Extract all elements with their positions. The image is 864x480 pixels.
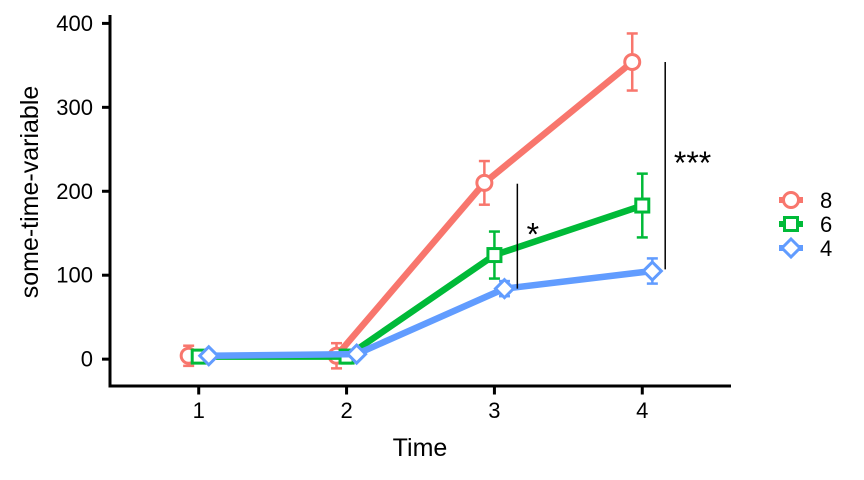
legend-label-6: 6 <box>820 212 832 237</box>
data-point-4-3 <box>493 277 516 300</box>
legend-label-4: 4 <box>820 236 832 261</box>
y-tick-label-100: 100 <box>56 263 93 288</box>
data-point-4-1 <box>197 344 220 367</box>
y-tick-label-0: 0 <box>81 347 93 372</box>
data-point-8-4 <box>623 53 642 72</box>
series-4 <box>197 257 664 367</box>
legend: 864 <box>779 188 832 261</box>
legend-item-8: 8 <box>779 188 832 213</box>
legend-key-marker-4 <box>779 236 803 260</box>
x-axis-title: Time <box>393 434 448 462</box>
y-tick-label-400: 400 <box>56 11 93 36</box>
y-tick-label-300: 300 <box>56 95 93 120</box>
x-tick-label-1: 1 <box>193 398 205 423</box>
sig-label-2: *** <box>674 145 711 181</box>
legend-label-8: 8 <box>820 188 832 213</box>
series-8 <box>179 32 642 370</box>
legend-key-marker-8 <box>782 191 800 209</box>
series-line-4 <box>208 267 653 360</box>
x-tick-label-4: 4 <box>636 398 648 423</box>
data-point-8-3 <box>475 173 494 192</box>
y-axis-title: some-time-variable <box>16 86 44 299</box>
legend-key-marker-6 <box>783 216 799 232</box>
x-tick-label-2: 2 <box>340 398 352 423</box>
legend-item-4: 4 <box>779 236 832 261</box>
data-point-4-4 <box>641 259 664 283</box>
legend-item-6: 6 <box>779 212 832 237</box>
series-6 <box>190 172 651 365</box>
sig-label-1: * <box>527 217 539 253</box>
data-point-6-4 <box>634 197 651 214</box>
data-point-4-2 <box>345 342 368 366</box>
data-point-6-3 <box>486 247 503 264</box>
y-tick-label-200: 200 <box>56 179 93 204</box>
x-tick-label-3: 3 <box>488 398 500 423</box>
